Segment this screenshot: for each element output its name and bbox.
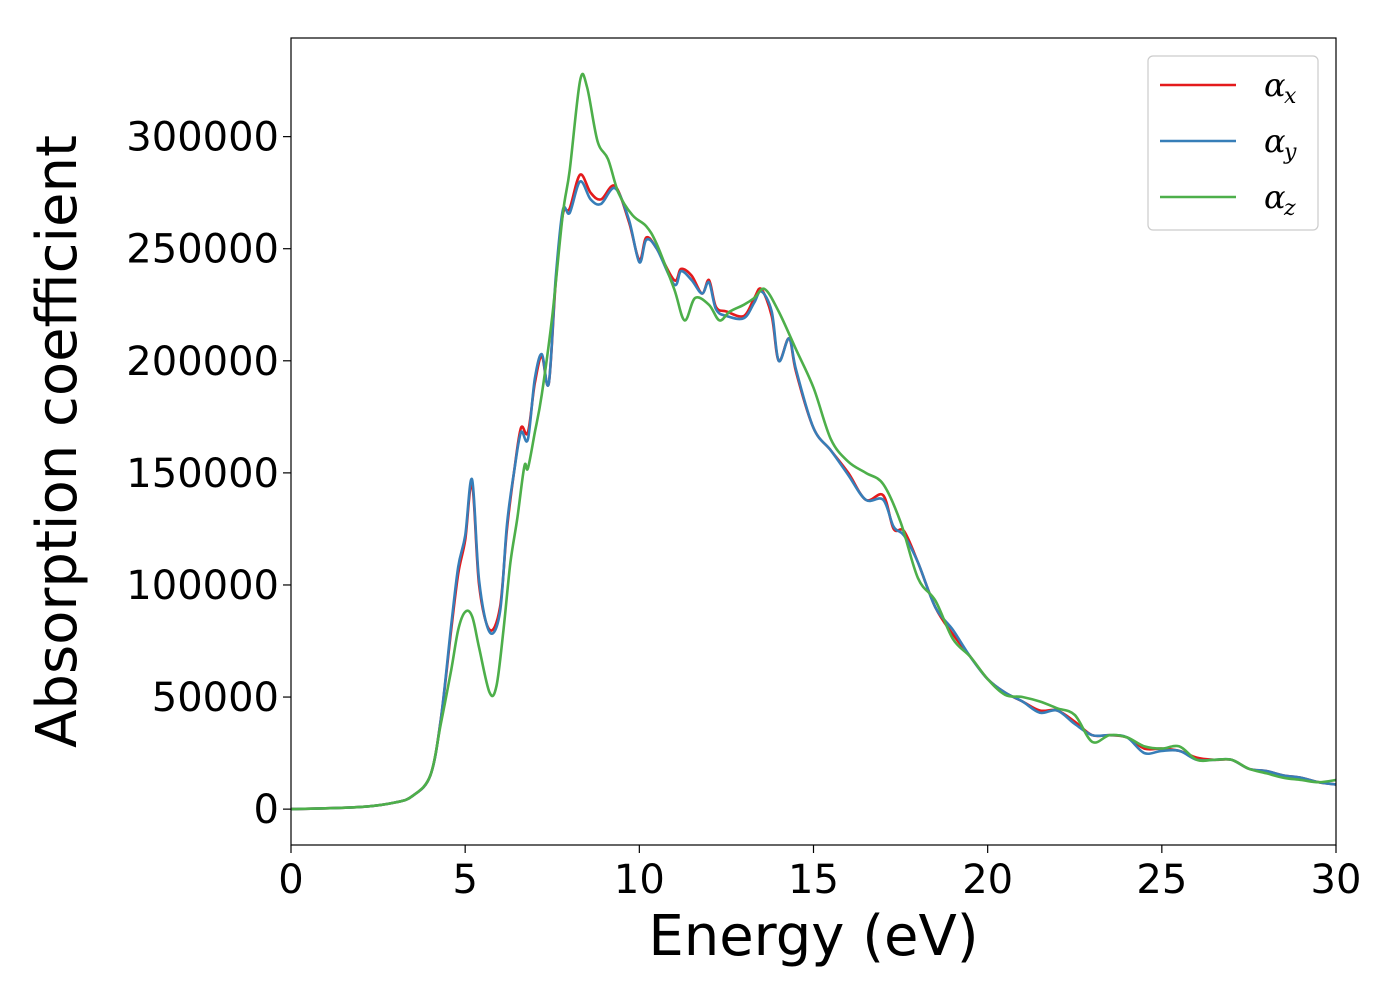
legend-subscript-y: y — [1283, 140, 1297, 165]
x-tick-label: 20 — [962, 857, 1013, 903]
legend-box — [1147, 55, 1319, 231]
legend-label-y: α — [1264, 122, 1286, 160]
x-tick-label: 5 — [452, 857, 477, 903]
legend-label-z: α — [1264, 178, 1286, 216]
y-tick-label: 300000 — [126, 115, 279, 161]
y-tick-label: 50000 — [152, 675, 279, 721]
x-tick-label: 30 — [1311, 857, 1362, 903]
x-axis-title: Energy (eV) — [648, 904, 978, 969]
series-line-y — [291, 180, 1336, 811]
y-tick-label: 150000 — [126, 451, 279, 497]
legend-subscript-z: z — [1283, 196, 1296, 221]
y-tick-label: 0 — [254, 787, 279, 833]
x-tick-label: 25 — [1136, 857, 1187, 903]
x-tick-label: 15 — [788, 857, 839, 903]
y-tick-label: 200000 — [126, 339, 279, 385]
y-axis-title: Absorption coefficient — [25, 135, 90, 748]
series-lines — [291, 72, 1336, 811]
legend-label-x: α — [1264, 66, 1286, 104]
series-line-x — [291, 173, 1336, 811]
series-line-z — [291, 72, 1336, 811]
legend-subscript-x: x — [1284, 84, 1297, 109]
axis-ticks: 0 5 10 15 20 25 30 0 50000 100000 150000 200000 2500… — [126, 115, 1361, 903]
x-tick-label: 10 — [614, 857, 665, 903]
y-tick-label: 250000 — [126, 227, 279, 273]
x-tick-label: 0 — [278, 857, 303, 903]
y-tick-label: 100000 — [126, 563, 279, 609]
